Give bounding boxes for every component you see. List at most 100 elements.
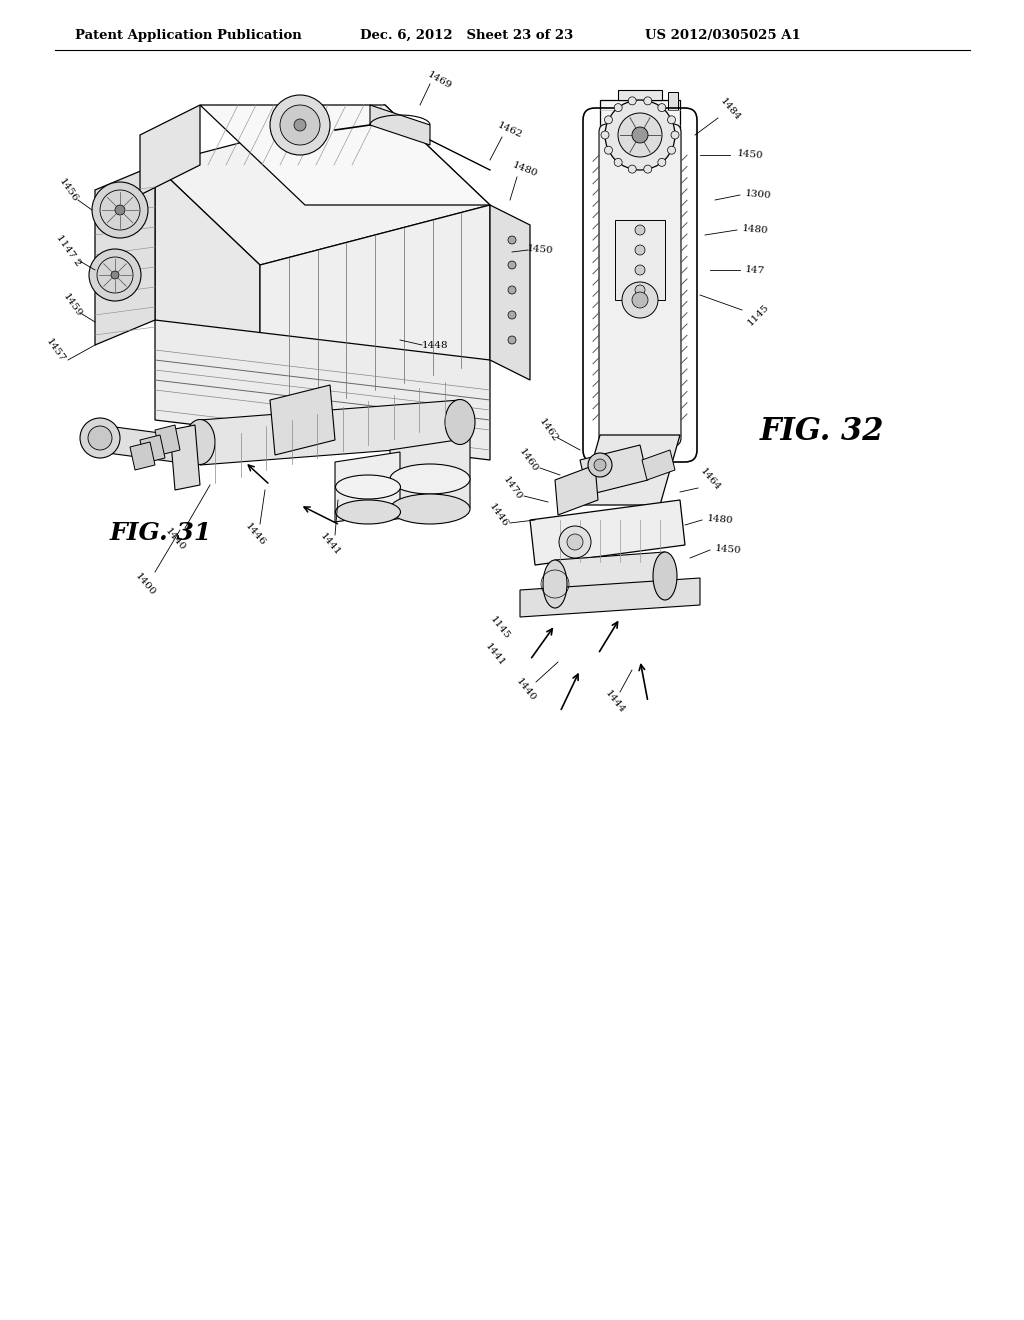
Circle shape xyxy=(588,453,612,477)
Ellipse shape xyxy=(390,465,470,494)
Text: 1300: 1300 xyxy=(744,189,772,201)
Polygon shape xyxy=(490,205,530,380)
Circle shape xyxy=(635,285,645,294)
Circle shape xyxy=(632,292,648,308)
Circle shape xyxy=(89,249,141,301)
Text: 1444: 1444 xyxy=(603,689,627,715)
Circle shape xyxy=(604,116,612,124)
Circle shape xyxy=(280,106,319,145)
Text: 1459: 1459 xyxy=(60,292,83,318)
Text: 1457: 1457 xyxy=(44,337,67,363)
Ellipse shape xyxy=(336,475,400,499)
Text: Dec. 6, 2012   Sheet 23 of 23: Dec. 6, 2012 Sheet 23 of 23 xyxy=(360,29,573,41)
Ellipse shape xyxy=(445,400,475,445)
Circle shape xyxy=(635,246,645,255)
Text: 1450: 1450 xyxy=(715,544,741,556)
Polygon shape xyxy=(370,106,430,145)
Circle shape xyxy=(644,96,652,104)
Circle shape xyxy=(508,337,516,345)
Circle shape xyxy=(614,104,623,112)
Polygon shape xyxy=(155,106,490,265)
Polygon shape xyxy=(580,445,648,495)
Polygon shape xyxy=(668,92,678,110)
Polygon shape xyxy=(270,385,335,455)
Polygon shape xyxy=(200,106,490,205)
Circle shape xyxy=(601,131,609,139)
Ellipse shape xyxy=(653,552,677,601)
Circle shape xyxy=(605,100,675,170)
Text: 147: 147 xyxy=(744,264,765,276)
Circle shape xyxy=(294,119,306,131)
Circle shape xyxy=(622,282,658,318)
Text: 1440: 1440 xyxy=(514,677,538,704)
Circle shape xyxy=(657,104,666,112)
Text: US 2012/0305025 A1: US 2012/0305025 A1 xyxy=(645,29,801,41)
Circle shape xyxy=(92,182,148,238)
Circle shape xyxy=(671,131,679,139)
Text: 1480: 1480 xyxy=(707,515,733,525)
Polygon shape xyxy=(95,165,155,345)
Text: 1446: 1446 xyxy=(243,521,267,548)
Polygon shape xyxy=(155,319,490,459)
Text: 1147 2: 1147 2 xyxy=(54,232,82,268)
Text: 1470: 1470 xyxy=(501,475,523,502)
Polygon shape xyxy=(155,425,180,455)
Text: 1460: 1460 xyxy=(517,446,540,474)
Polygon shape xyxy=(155,165,260,380)
Polygon shape xyxy=(260,205,490,420)
Polygon shape xyxy=(600,100,680,220)
Polygon shape xyxy=(615,220,665,300)
Text: FIG. 32: FIG. 32 xyxy=(760,416,885,447)
Text: 1480: 1480 xyxy=(741,224,769,236)
Polygon shape xyxy=(555,465,598,515)
Circle shape xyxy=(80,418,120,458)
Text: 1441: 1441 xyxy=(483,642,507,668)
Polygon shape xyxy=(390,438,470,520)
Circle shape xyxy=(270,95,330,154)
Circle shape xyxy=(604,147,612,154)
Text: 1464: 1464 xyxy=(698,467,722,494)
Ellipse shape xyxy=(543,560,567,609)
Text: 1462: 1462 xyxy=(537,417,559,444)
Ellipse shape xyxy=(336,500,400,524)
Polygon shape xyxy=(580,436,680,506)
Polygon shape xyxy=(642,450,675,480)
Text: 1450: 1450 xyxy=(736,149,764,161)
Circle shape xyxy=(614,158,623,166)
Circle shape xyxy=(508,261,516,269)
Text: 1400: 1400 xyxy=(133,572,157,598)
Text: FIG. 31: FIG. 31 xyxy=(110,521,212,545)
Circle shape xyxy=(628,165,636,173)
Text: 1480: 1480 xyxy=(511,161,539,180)
Circle shape xyxy=(618,114,662,157)
Circle shape xyxy=(635,265,645,275)
Polygon shape xyxy=(618,90,662,100)
Circle shape xyxy=(644,165,652,173)
Polygon shape xyxy=(100,425,175,462)
Polygon shape xyxy=(335,451,400,521)
Polygon shape xyxy=(140,106,200,195)
Text: 1450: 1450 xyxy=(526,244,554,256)
Text: 1462: 1462 xyxy=(496,120,524,140)
Polygon shape xyxy=(520,578,700,616)
Text: 1441: 1441 xyxy=(318,532,342,558)
Text: 1484: 1484 xyxy=(718,96,742,123)
Polygon shape xyxy=(530,500,685,565)
Circle shape xyxy=(632,127,648,143)
Circle shape xyxy=(657,158,666,166)
Circle shape xyxy=(508,236,516,244)
Circle shape xyxy=(508,286,516,294)
Polygon shape xyxy=(555,552,665,609)
Circle shape xyxy=(88,426,112,450)
Polygon shape xyxy=(140,436,165,463)
Polygon shape xyxy=(170,425,200,490)
Ellipse shape xyxy=(390,494,470,524)
Circle shape xyxy=(628,96,636,104)
Circle shape xyxy=(508,312,516,319)
Text: 1145: 1145 xyxy=(488,615,512,642)
Text: 1469: 1469 xyxy=(426,70,454,91)
Circle shape xyxy=(635,224,645,235)
Circle shape xyxy=(668,116,676,124)
Text: 1456: 1456 xyxy=(56,177,79,203)
Text: 1440: 1440 xyxy=(163,527,187,553)
